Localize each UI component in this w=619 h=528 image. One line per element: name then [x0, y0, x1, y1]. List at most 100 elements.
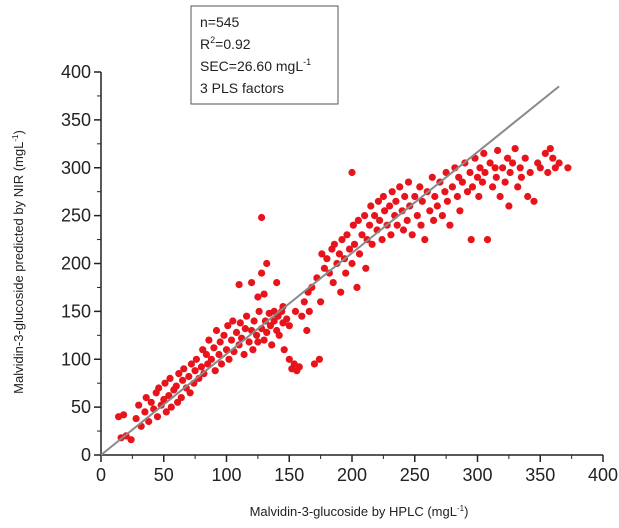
data-point: [393, 221, 401, 229]
data-point: [211, 367, 219, 375]
data-point: [337, 288, 345, 296]
data-point: [499, 164, 507, 172]
data-point: [120, 411, 128, 419]
data-point: [366, 221, 374, 229]
data-point: [303, 326, 311, 335]
data-point: [236, 319, 244, 327]
data-point: [438, 212, 446, 220]
data-point: [161, 379, 169, 387]
data-point: [546, 145, 554, 153]
data-point: [348, 168, 356, 177]
data-point: [253, 331, 261, 339]
data-point: [192, 355, 200, 363]
data-point: [132, 415, 140, 423]
stats-box-frame: [190, 5, 339, 105]
y-axis-title-main: Malvidin-3-glucoside predicted by NIR (m…: [11, 142, 26, 394]
stats-r2-sup: 2: [210, 35, 215, 45]
data-point: [227, 336, 236, 344]
data-point: [220, 331, 228, 339]
x-tick-label: 250: [400, 465, 430, 485]
data-point: [279, 303, 287, 311]
stats-sec: SEC=26.60 mgL-1: [200, 57, 311, 74]
data-point: [516, 164, 524, 172]
x-tick-label: 200: [337, 465, 367, 485]
data-point: [186, 389, 194, 397]
data-point: [466, 168, 474, 177]
data-point: [175, 370, 183, 378]
data-point: [388, 188, 396, 196]
data-point: [217, 360, 226, 368]
stats-r2-main: R: [200, 36, 210, 52]
data-point: [489, 183, 497, 191]
data-point: [202, 350, 210, 359]
data-point: [413, 212, 421, 220]
data-point: [338, 236, 346, 244]
data-point: [453, 192, 461, 201]
data-point: [270, 317, 278, 325]
data-point: [494, 146, 502, 155]
data-point: [417, 221, 425, 229]
data-point: [411, 192, 419, 201]
data-point: [349, 221, 357, 229]
data-point: [467, 236, 475, 244]
data-point: [396, 183, 404, 191]
data-point: [166, 374, 174, 382]
data-point: [162, 408, 170, 416]
data-point: [254, 293, 262, 301]
data-point: [258, 269, 266, 277]
data-point: [446, 221, 454, 229]
data-point: [505, 202, 513, 210]
data-point: [376, 216, 384, 224]
data-point: [521, 154, 529, 162]
data-point: [232, 328, 241, 336]
data-point: [225, 355, 233, 363]
y-tick-label: 200: [61, 254, 91, 274]
data-point: [481, 168, 489, 177]
data-point: [456, 207, 464, 215]
regression-line: [100, 85, 560, 456]
data-point: [480, 149, 488, 157]
stats-sec-main: SEC=26.60 mgL: [200, 58, 303, 74]
data-point: [283, 315, 291, 323]
data-point: [248, 279, 256, 287]
y-tick-label: 50: [71, 397, 91, 417]
y-tick-label: 400: [61, 62, 91, 82]
stats-n: n=545: [200, 14, 240, 30]
stats-r2-value: =0.92: [215, 36, 251, 52]
data-point: [428, 173, 436, 181]
y-axis-title: Malvidin-3-glucoside predicted by NIR (m…: [11, 130, 26, 394]
data-point: [544, 168, 552, 177]
data-point: [285, 322, 293, 330]
data-point: [300, 298, 308, 306]
data-point: [386, 202, 394, 210]
data-point: [197, 363, 205, 371]
data-point: [260, 336, 268, 344]
data-point: [362, 264, 370, 272]
data-point: [418, 197, 426, 205]
data-point: [258, 213, 266, 222]
data-point: [492, 173, 500, 181]
data-point: [263, 328, 271, 336]
data-point: [404, 178, 413, 186]
stats-r2: R2=0.92: [200, 35, 251, 52]
x-axis-ticks: 0 50 100 150 200 250 300 350 400: [96, 455, 618, 485]
data-point: [255, 307, 263, 315]
data-point: [433, 202, 441, 210]
y-tick-label: 350: [61, 110, 91, 130]
data-point: [191, 367, 199, 375]
data-point: [254, 338, 262, 346]
data-point: [207, 355, 215, 363]
data-point: [241, 325, 249, 333]
data-point: [378, 236, 386, 244]
data-point: [160, 395, 168, 404]
data-point: [187, 360, 195, 368]
x-axis-title-main: Malvidin-3-glucoside by HPLC (mgL: [250, 504, 457, 519]
data-point: [431, 192, 439, 201]
data-point: [229, 317, 237, 325]
y-tick-label: 0: [81, 445, 91, 465]
data-point: [167, 403, 175, 411]
data-point: [374, 197, 382, 205]
data-point: [524, 192, 532, 201]
data-point: [401, 192, 409, 201]
